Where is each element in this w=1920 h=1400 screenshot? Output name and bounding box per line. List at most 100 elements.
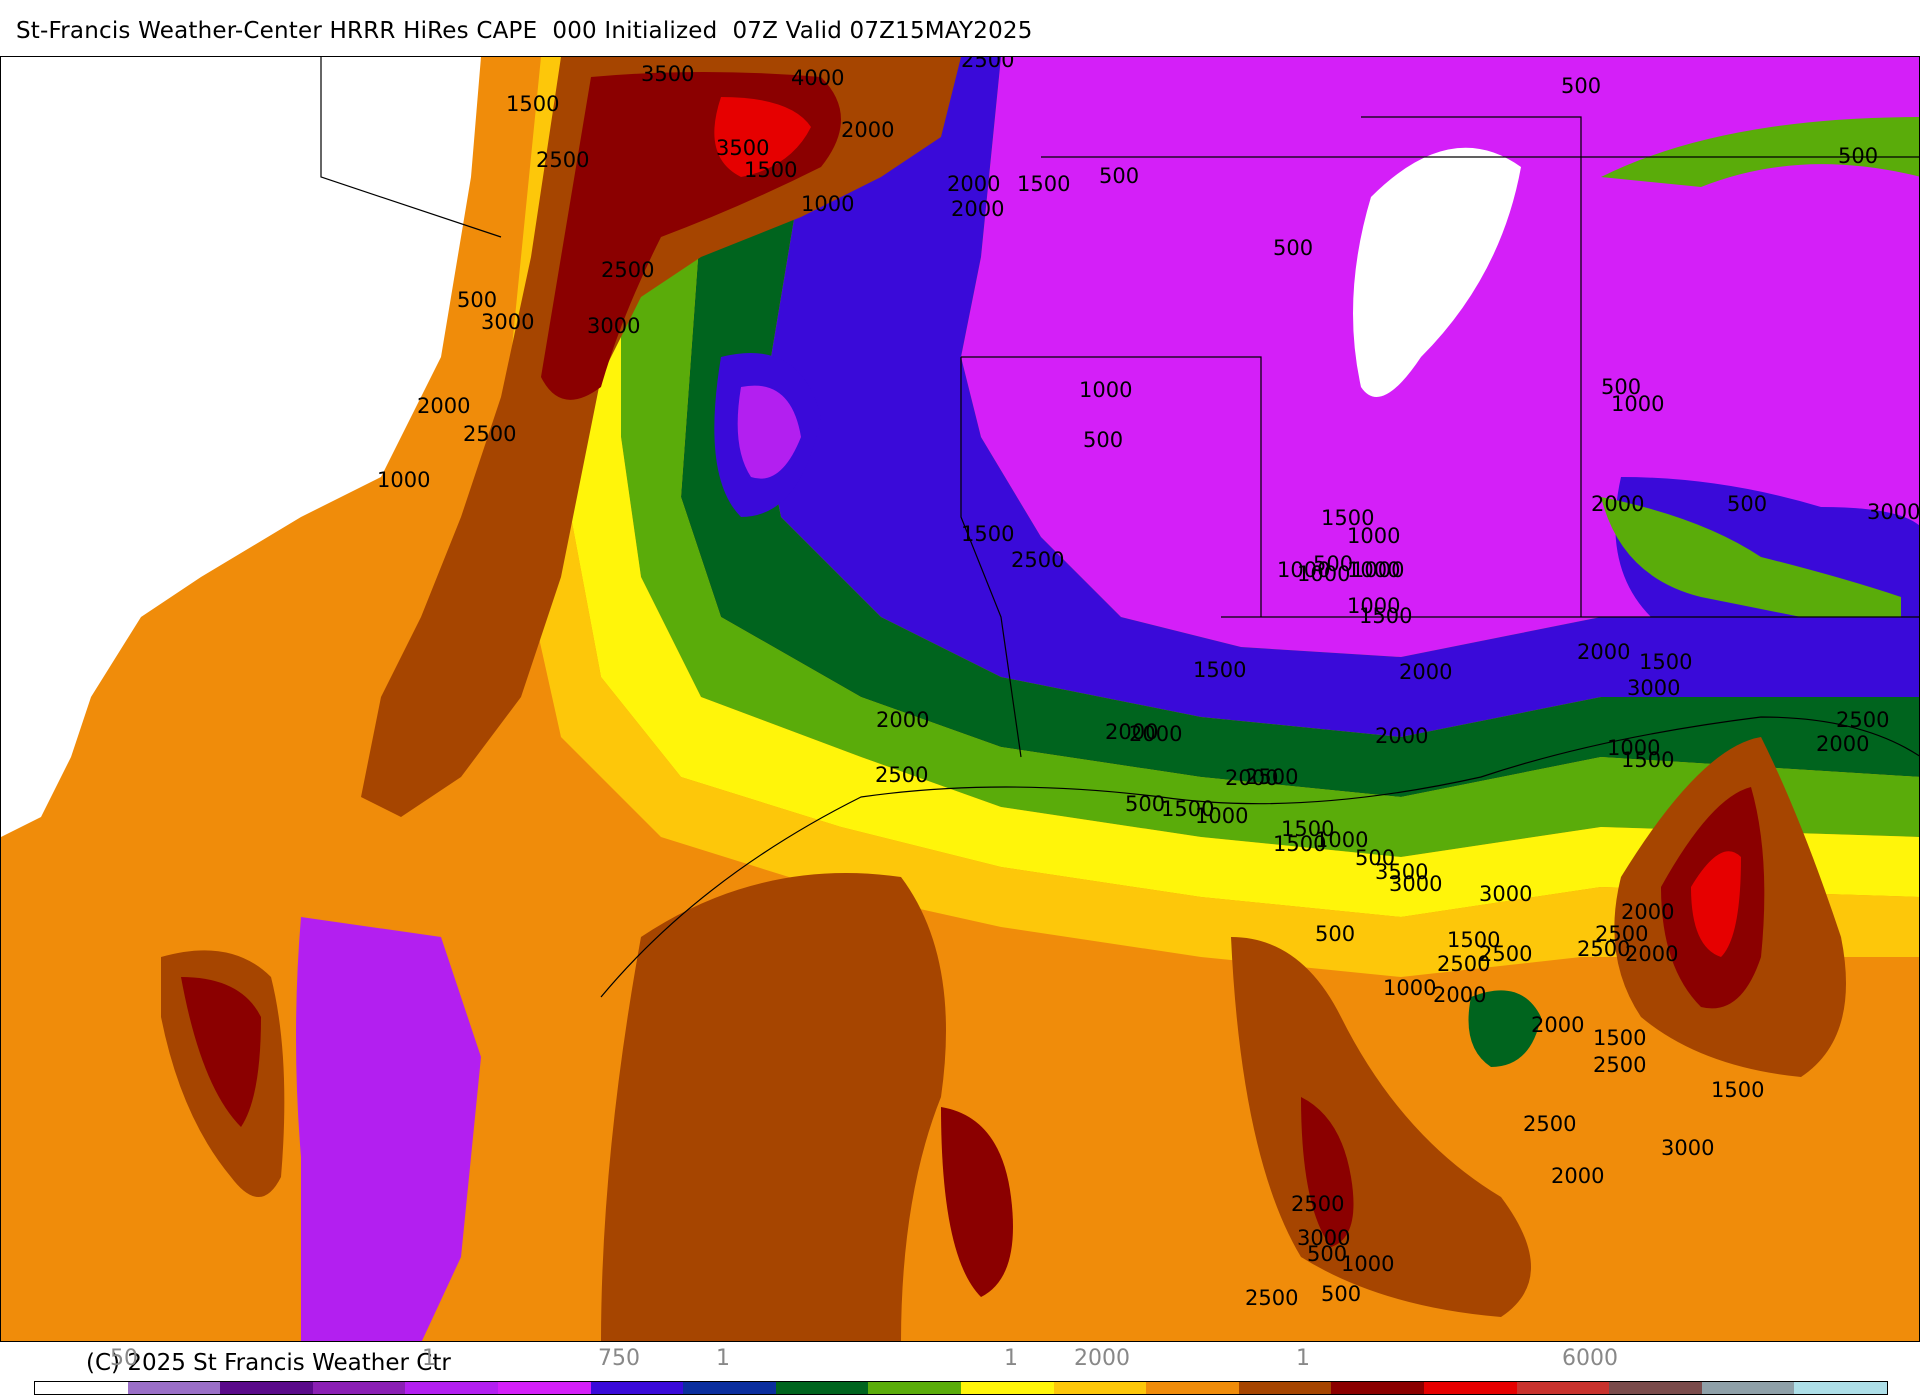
contour-label: 1000 <box>1341 1252 1394 1276</box>
contour-label: 500 <box>1315 922 1355 946</box>
contour-label: 1500 <box>1639 650 1692 674</box>
colorbar-swatch <box>1609 1382 1702 1394</box>
contour-label: 3000 <box>587 314 640 338</box>
colorbar-tick-label: 750 <box>598 1346 640 1371</box>
coastline <box>600 716 1919 998</box>
contour-labels: 3500400030002500150025003500150020002000… <box>377 57 1919 1310</box>
contour-label: 2000 <box>1551 1164 1604 1188</box>
contour-label: 1000 <box>1383 976 1436 1000</box>
blue-band-central <box>761 57 1919 737</box>
colorbar-swatch <box>868 1382 961 1394</box>
contour-label: 1000 <box>1611 392 1664 416</box>
colorbar-swatch <box>1423 1382 1517 1394</box>
contour-label: 1500 <box>1359 604 1412 628</box>
contour-label: 500 <box>1099 164 1139 188</box>
colorbar-tick-label: 1 <box>1296 1346 1310 1371</box>
green-patch-east <box>1601 497 1901 637</box>
contour-label: 1500 <box>1321 506 1374 530</box>
contour-label: 2500 <box>961 57 1014 72</box>
colorbar-swatch <box>1146 1382 1239 1394</box>
contour-label: 500 <box>1307 1242 1347 1266</box>
contour-label: 2000 <box>1625 942 1678 966</box>
extreme-cape-east <box>1691 851 1741 957</box>
contour-label: 2000 <box>876 708 929 732</box>
contour-label: 1000 <box>1277 558 1330 582</box>
contour-label: 2000 <box>1591 492 1644 516</box>
colorbar-swatch <box>35 1382 128 1394</box>
contour-label: 1000 <box>1315 828 1368 852</box>
contour-label: 2500 <box>601 258 654 282</box>
colorbar-swatch <box>497 1382 591 1394</box>
colorbar-swatch <box>775 1382 869 1394</box>
contour-label: 1500 <box>1281 817 1334 841</box>
contour-label: 1000 <box>1079 378 1132 402</box>
no-data-lake <box>1353 147 1521 397</box>
colorbar-swatch <box>1516 1382 1610 1394</box>
contour-label: 1000 <box>1297 562 1350 586</box>
map-title: St-Francis Weather-Center HRRR HiRes CAP… <box>16 18 1033 44</box>
contour-label: 1500 <box>1447 928 1500 952</box>
colorbar-tick-label: 2000 <box>1074 1346 1130 1371</box>
contour-label: 3000 <box>481 310 534 334</box>
contour-label: 3500 <box>716 136 769 160</box>
contour-label: 2000 <box>947 172 1000 196</box>
colorbar <box>34 1381 1888 1395</box>
contour-label: 1000 <box>1607 736 1660 760</box>
contour-label: 500 <box>1083 428 1123 452</box>
contour-label: 2000 <box>417 394 470 418</box>
green-pocket-gulf <box>1468 990 1541 1067</box>
contour-label: 3000 <box>1661 1136 1714 1160</box>
contour-label: 2500 <box>1291 1192 1344 1216</box>
contour-label: 2500 <box>1011 548 1064 572</box>
contour-label: 2000 <box>1433 983 1486 1007</box>
contour-label: 2500 <box>1479 942 1532 966</box>
contour-label: 1500 <box>1273 832 1326 856</box>
high-cape-gulf-west <box>601 873 946 1341</box>
contour-label: 1000 <box>1347 594 1400 618</box>
contour-label: 500 <box>1727 492 1767 516</box>
contour-label: 2000 <box>841 118 894 142</box>
colorbar-swatch <box>220 1382 313 1394</box>
contour-label: 2500 <box>875 763 928 787</box>
colorbar-swatch <box>405 1382 498 1394</box>
colorbar-swatch <box>683 1382 776 1394</box>
contour-label: 2000 <box>1129 722 1182 746</box>
colorbar-swatch <box>1794 1382 1887 1394</box>
colorbar-tick-label: 1 <box>716 1346 730 1371</box>
colorbar-swatch <box>960 1382 1054 1394</box>
high-cape-gulf-central <box>1231 937 1531 1317</box>
no-data-region-west <box>1 57 481 837</box>
contour-label: 500 <box>1273 236 1313 260</box>
contour-label: 2500 <box>1593 1053 1646 1077</box>
contour-label: 500 <box>1838 144 1878 168</box>
contour-label: 2500 <box>1836 708 1889 732</box>
contour-label: 2500 <box>1577 937 1630 961</box>
contour-label: 3500 <box>1375 860 1428 884</box>
contour-label: 3000 <box>1627 676 1680 700</box>
colorbar-swatch <box>590 1382 684 1394</box>
contour-label: 2000 <box>951 197 1004 221</box>
extreme-cape-north <box>714 97 811 177</box>
contour-label: 2500 <box>463 422 516 446</box>
colorbar-swatch <box>127 1382 221 1394</box>
contour-label: 1500 <box>1161 797 1214 821</box>
contour-label: 2000 <box>1375 724 1428 748</box>
colorbar-swatch <box>1331 1382 1424 1394</box>
contour-label: 4000 <box>791 66 844 90</box>
contour-label: 2500 <box>1245 1286 1298 1310</box>
contour-label: 2000 <box>1105 720 1158 744</box>
low-cape-southwest <box>296 917 481 1341</box>
contour-label: 2500 <box>1595 922 1648 946</box>
contour-label: 500 <box>1601 375 1641 399</box>
contour-label: 3500 <box>641 62 694 86</box>
contour-label: 500 <box>1355 846 1395 870</box>
contour-label: 1000 <box>1347 524 1400 548</box>
copyright-text: (C) 2025 St Francis Weather Ctr <box>86 1350 451 1376</box>
colorbar-swatch <box>1701 1382 1795 1394</box>
contour-label: 2500 <box>1245 765 1298 789</box>
contour-label: 2000 <box>1816 732 1869 756</box>
contour-label: 3000 <box>1297 1226 1350 1250</box>
cape-map: 3500400030002500150025003500150020002000… <box>0 56 1920 1342</box>
contour-label: 1500 <box>744 158 797 182</box>
cape-map-canvas: 3500400030002500150025003500150020002000… <box>1 57 1919 1341</box>
